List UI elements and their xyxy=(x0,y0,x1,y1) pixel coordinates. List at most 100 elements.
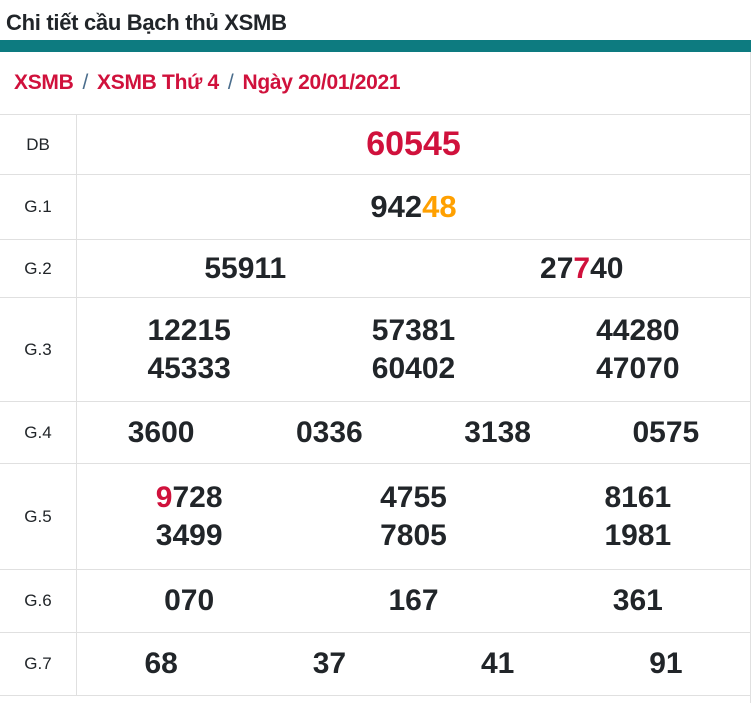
prize-number: 37 xyxy=(313,645,346,683)
prize-number-part: 91 xyxy=(649,647,683,681)
prize-number-part: 0336 xyxy=(296,415,363,449)
prize-number-line: 60545 xyxy=(77,123,750,166)
prize-number-cell: 68 xyxy=(77,645,245,683)
prize-row-content: 070 167 361 xyxy=(77,570,750,632)
prize-number-part: 41 xyxy=(480,647,515,681)
breadcrumb-link[interactable]: XSMB Thứ 4 xyxy=(97,71,219,94)
prize-number: 8161 xyxy=(604,479,671,517)
prize-number: 0336 xyxy=(296,414,363,452)
prize-number-part: 167 xyxy=(388,584,439,618)
prize-number: 361 xyxy=(613,582,663,620)
prize-number-cell: 47070 xyxy=(526,350,750,388)
prize-row-label: G.3 xyxy=(0,298,77,401)
prize-number: 3499 xyxy=(156,517,223,555)
prize-number: 1981 xyxy=(604,517,671,555)
prize-number-cell: 8161 xyxy=(526,479,750,517)
prize-number: 3600 xyxy=(128,414,195,452)
prize-number: 7805 xyxy=(380,517,447,555)
prize-number: 167 xyxy=(388,582,438,620)
prize-row-g1: G.1 94248 xyxy=(0,174,750,239)
page-title: Chi tiết cầu Bạch thủ XSMB xyxy=(6,10,287,35)
prize-number: 47070 xyxy=(596,350,679,388)
breadcrumb-link[interactable]: Ngày 20/01/2021 xyxy=(242,71,401,94)
prize-number-cell: 0336 xyxy=(245,414,413,452)
prize-number-cell: 57381 xyxy=(301,312,525,350)
prize-row-content: 94248 xyxy=(77,175,750,239)
prize-number-part: 55911 xyxy=(204,251,287,285)
prize-row-label: G.7 xyxy=(0,633,77,695)
prize-row-g4: G.4 3600 0336 3138 0575 xyxy=(0,401,750,463)
prize-row-label: G.1 xyxy=(0,175,77,239)
prize-row-label: DB xyxy=(0,115,77,174)
prize-number: 3138 xyxy=(464,414,531,452)
prize-number-part: 1981 xyxy=(604,518,672,552)
prize-number-part: 3499 xyxy=(155,518,223,552)
content-area: XSMB / XSMB Thứ 4 / Ngày 20/01/2021 DB 60545 G… xyxy=(0,52,751,703)
prize-number-part: 942 xyxy=(370,188,423,224)
prize-number-part: 57381 xyxy=(371,314,456,347)
prize-number-line: 3600 0336 3138 0575 xyxy=(77,414,750,452)
prize-number-cell: 0575 xyxy=(582,414,750,452)
prize-number: 12215 xyxy=(147,312,230,350)
prize-number-cell: 60402 xyxy=(301,350,525,388)
prize-row-g6: G.6 070 167 361 xyxy=(0,569,750,632)
prize-number-cell: 12215 xyxy=(77,312,301,350)
prize-number-part: 37 xyxy=(312,647,347,681)
prize-row-content: 3600 0336 3138 0575 xyxy=(77,402,750,463)
prize-number-part: 361 xyxy=(612,584,663,618)
prize-number: 60545 xyxy=(366,123,461,166)
page-header: Chi tiết cầu Bạch thủ XSMB xyxy=(0,0,751,40)
prize-number: 60402 xyxy=(372,350,455,388)
prize-number-line: 9728 4755 8161 xyxy=(77,479,750,517)
prize-number-part: 4755 xyxy=(380,481,447,514)
prize-number-cell: 55911 xyxy=(77,250,414,288)
prize-row-label: G.4 xyxy=(0,402,77,463)
breadcrumb-link[interactable]: XSMB xyxy=(14,71,74,94)
prize-number-part: 27 xyxy=(540,251,574,285)
breadcrumb: XSMB / XSMB Thứ 4 / Ngày 20/01/2021 xyxy=(0,52,750,114)
prize-number-cell: 91 xyxy=(582,645,750,683)
prize-number-cell: 45333 xyxy=(77,350,301,388)
prize-number-part: 9 xyxy=(155,481,173,514)
prize-row-db: DB 60545 xyxy=(0,114,750,174)
prize-number-cell: 9728 xyxy=(77,479,301,517)
prize-number-part: 8161 xyxy=(604,481,672,514)
prize-number-cell: 4755 xyxy=(301,479,525,517)
prize-number: 27740 xyxy=(540,250,623,288)
prize-row-label: G.6 xyxy=(0,570,77,632)
prize-number-part: 0575 xyxy=(632,415,700,449)
prize-number: 55911 xyxy=(204,250,286,288)
prize-row-content: 55911 27740 xyxy=(77,240,750,297)
prize-number-part: 7805 xyxy=(380,518,447,552)
prize-number: 4755 xyxy=(380,479,447,517)
prize-number: 68 xyxy=(144,645,177,683)
prize-row-g7: G.7 68 37 41 91 xyxy=(0,632,750,696)
prize-number-part: 40 xyxy=(590,251,624,285)
prize-number-line: 12215 57381 44280 xyxy=(77,312,750,350)
accent-divider-bar xyxy=(0,40,751,52)
lottery-results-table: DB 60545 G.1 94248 G.2 55911 27740 G.3 12215 5738… xyxy=(0,114,750,696)
prize-number-part: 728 xyxy=(172,481,223,514)
prize-number-part: 48 xyxy=(422,188,457,224)
prize-number-part: 60545 xyxy=(366,125,461,164)
prize-number-part: 3138 xyxy=(464,415,531,449)
prize-number-cell: 1981 xyxy=(526,517,750,555)
prize-number-cell: 7805 xyxy=(301,517,525,555)
prize-number-cell: 3499 xyxy=(77,517,301,555)
prize-number-cell: 27740 xyxy=(414,250,751,288)
prize-number-cell: 3600 xyxy=(77,414,245,452)
prize-number-cell: 94248 xyxy=(77,188,750,227)
prize-row-g3: G.3 12215 57381 44280 45333 60402 47070 xyxy=(0,297,750,401)
prize-row-content: 12215 57381 44280 45333 60402 47070 xyxy=(77,298,750,401)
prize-number-part: 47070 xyxy=(596,351,680,385)
breadcrumb-separator: / xyxy=(82,71,89,94)
prize-number: 91 xyxy=(649,645,682,683)
prize-number-cell: 60545 xyxy=(77,123,750,166)
prize-number: 57381 xyxy=(372,312,455,350)
prize-row-label: G.2 xyxy=(0,240,77,297)
prize-row-g2: G.2 55911 27740 xyxy=(0,239,750,297)
prize-number: 0575 xyxy=(633,414,700,452)
prize-number-part: 7 xyxy=(573,251,591,285)
prize-number-cell: 167 xyxy=(301,582,525,620)
